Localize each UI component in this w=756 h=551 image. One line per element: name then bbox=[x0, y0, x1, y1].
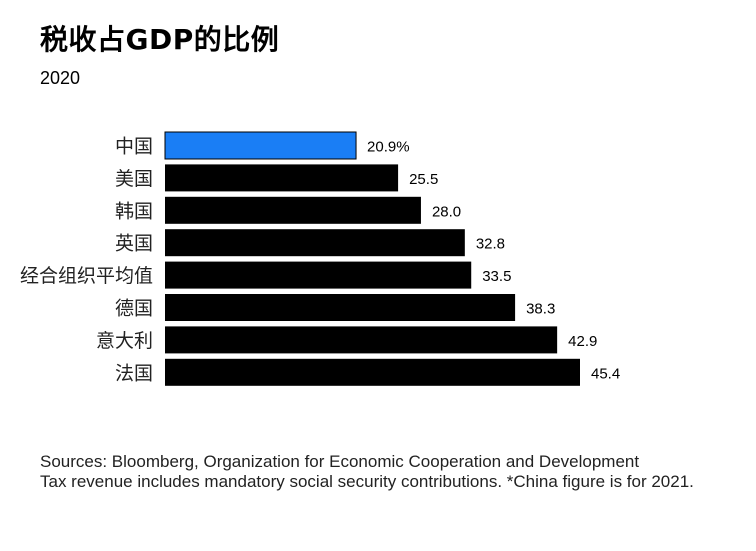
footnote: Tax revenue includes mandatory social se… bbox=[40, 472, 694, 491]
bar-3 bbox=[165, 229, 465, 257]
bar-1 bbox=[165, 164, 399, 192]
value-label-1: 25.5 bbox=[409, 171, 438, 188]
bar-2 bbox=[165, 196, 421, 224]
bar-4 bbox=[165, 261, 472, 289]
bar-0 bbox=[164, 131, 357, 160]
chart-notes: Sources: Bloomberg, Organization for Eco… bbox=[40, 452, 700, 492]
category-label-4: 经合组织平均值 bbox=[20, 265, 153, 287]
category-label-7: 法国 bbox=[115, 362, 153, 384]
bar-5 bbox=[165, 294, 516, 321]
value-label-2: 28.0 bbox=[432, 203, 461, 220]
value-label-4: 33.5 bbox=[482, 268, 511, 285]
category-label-0: 中国 bbox=[115, 136, 153, 158]
chart-subtitle: 2020 bbox=[40, 68, 81, 88]
category-label-3: 英国 bbox=[115, 233, 153, 255]
value-label-0: 20.9% bbox=[367, 139, 410, 156]
category-label-6: 意大利 bbox=[96, 330, 153, 352]
category-label-1: 美国 bbox=[115, 168, 153, 190]
value-label-7: 45.4 bbox=[591, 365, 620, 382]
value-label-6: 42.9 bbox=[568, 333, 597, 350]
value-label-3: 32.8 bbox=[476, 236, 505, 253]
bar-7 bbox=[165, 358, 580, 386]
bar-6 bbox=[165, 326, 558, 354]
value-label-5: 38.3 bbox=[526, 301, 555, 318]
category-label-5: 德国 bbox=[115, 298, 153, 320]
sources-note: Sources: Bloomberg, Organization for Eco… bbox=[40, 452, 640, 471]
chart-title: 税收占GDP的比例 bbox=[40, 23, 280, 56]
category-label-2: 韩国 bbox=[115, 200, 153, 222]
